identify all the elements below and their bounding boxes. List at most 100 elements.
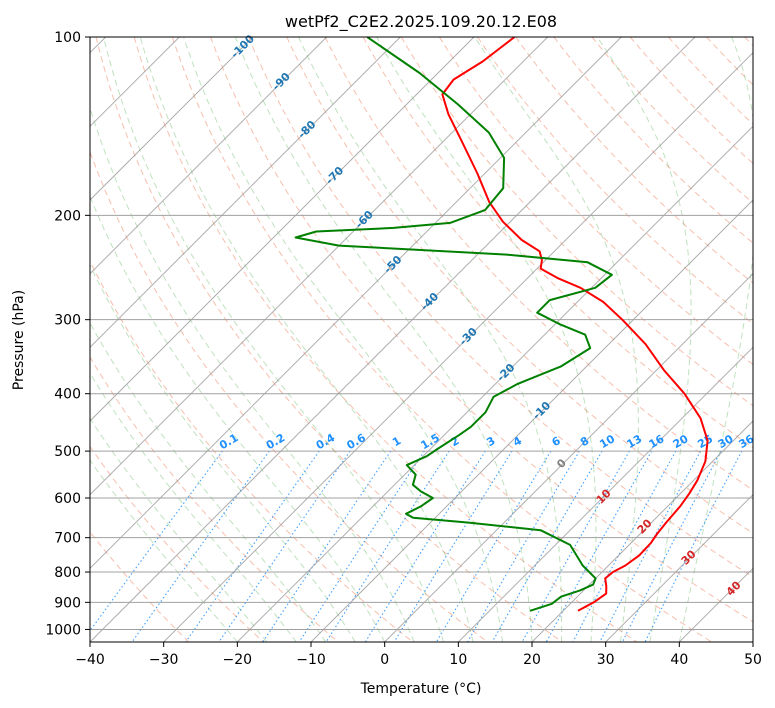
y-tick-label: 200	[54, 208, 81, 224]
isotherm-label: -20	[494, 361, 517, 384]
isotherm-line	[236, 125, 753, 642]
y-tick-label: 1000	[45, 622, 81, 638]
isotherm-line	[90, 37, 622, 570]
dry-adiabat-line	[477, 37, 753, 325]
dry-adiabat-line	[744, 37, 753, 47]
y-tick-label: 800	[54, 565, 81, 581]
x-tick-label: 10	[449, 652, 467, 668]
temperature-line	[441, 37, 709, 612]
dry-adiabat-line	[95, 37, 563, 642]
x-tick-label: 50	[744, 652, 762, 668]
dry-adiabat-line	[90, 150, 488, 642]
dewpoint-line	[294, 37, 613, 612]
plot-frame	[89, 36, 754, 643]
y-tick-label: 700	[54, 531, 81, 547]
moist-adiabat-line	[103, 37, 445, 642]
mixing-ratio-line	[185, 450, 320, 642]
mixing-ratio-label: 0.2	[264, 431, 287, 452]
isotherm-line	[310, 199, 753, 642]
chart-title: wetPf2_C2E2.2025.109.20.12.E08	[285, 12, 557, 32]
x-tick-label: −10	[296, 652, 326, 668]
dry-adiabat-line	[90, 356, 339, 642]
dry-adiabat-line	[248, 37, 753, 578]
dry-adiabat-line	[591, 37, 753, 204]
mixing-ratio-line	[218, 450, 351, 642]
mixing-ratio-line	[298, 450, 425, 642]
isotherm-line	[90, 37, 696, 642]
mixing-ratio-label: 0.6	[344, 431, 368, 452]
mixing-ratio-label: 4	[511, 434, 524, 449]
background-lines-layer	[90, 37, 753, 642]
dry-adiabat-line	[438, 37, 753, 366]
mixing-ratio-line	[572, 450, 677, 642]
tick-layer: −40 −30 −20 −10 0 10 20 30 40 5010020030040050060…	[45, 30, 762, 668]
dry-adiabat-label: 20	[635, 516, 655, 536]
x-tick-label: 40	[670, 652, 688, 668]
dry-adiabat-line	[90, 259, 414, 642]
mixing-ratio-label: 1	[390, 434, 403, 449]
moist-adiabat-line	[90, 264, 356, 642]
isotherm-line	[752, 641, 753, 642]
dry-adiabat-line	[210, 37, 753, 623]
y-tick-label: 500	[54, 444, 81, 460]
dry-adiabat-label: 40	[724, 578, 744, 598]
dry-adiabat-line	[90, 445, 264, 642]
mixing-ratio-line	[467, 450, 580, 642]
isotherm-line	[90, 37, 401, 349]
isotherm-line	[384, 272, 753, 642]
isotherm-line	[163, 51, 753, 642]
mixing-ratio-label: 10	[597, 432, 617, 451]
mixing-ratio-line	[545, 450, 653, 642]
y-tick-label: 100	[54, 30, 81, 46]
isotherm-line	[90, 37, 549, 496]
moist-adiabat-line	[183, 37, 503, 642]
mixing-ratio-label: 0.1	[217, 431, 240, 452]
moist-adiabat-label: 0	[554, 456, 569, 471]
mixing-ratio-label: 30	[716, 432, 736, 451]
dry-adiabat-line	[90, 531, 190, 642]
mixing-ratio-line	[131, 450, 270, 642]
moist-adiabat-line	[90, 417, 268, 642]
isotherm-label: -50	[381, 253, 404, 276]
mixing-ratio-line	[90, 450, 223, 632]
mixing-ratio-label: 3	[484, 434, 497, 449]
dry-adiabat-line	[706, 37, 753, 86]
x-tick-label: −20	[223, 652, 253, 668]
mixing-ratio-line	[364, 450, 486, 642]
mixing-ratio-line	[599, 450, 701, 642]
moist-adiabat-line	[90, 459, 238, 642]
moist-adiabat-line	[298, 37, 563, 642]
x-axis-label: Temperature (°C)	[360, 681, 482, 697]
moist-adiabat-line	[139, 37, 474, 642]
x-tick-label: 30	[597, 652, 615, 668]
isotherm-line	[605, 493, 753, 642]
moist-adiabat-line	[90, 321, 327, 642]
x-tick-label: −30	[149, 652, 179, 668]
moist-adiabat-line	[678, 37, 753, 642]
y-tick-label: 300	[54, 313, 81, 329]
moist-adiabat-line	[90, 372, 297, 642]
y-tick-label: 900	[54, 595, 81, 611]
mixing-ratio-label: 6	[550, 434, 563, 449]
mixing-ratio-label: 13	[625, 432, 645, 451]
y-tick-label: 400	[54, 387, 81, 403]
isotherm-line	[90, 37, 475, 422]
y-axis-label: Pressure (hPa)	[11, 290, 27, 390]
moist-adiabat-line	[474, 37, 639, 642]
isotherm-line	[678, 567, 753, 642]
dry-adiabat-label: 30	[679, 547, 699, 567]
mixing-ratio-label: 20	[671, 432, 691, 451]
moist-adiabat-line	[90, 195, 386, 642]
isotherm-line	[90, 37, 328, 275]
mixing-ratio-line	[644, 450, 743, 642]
mixing-ratio-line	[621, 450, 722, 642]
dry-adiabat-line	[324, 37, 753, 491]
isotherm-line	[90, 37, 254, 201]
dry-adiabat-line	[668, 37, 753, 125]
dry-adiabat-line	[133, 37, 638, 642]
mixing-ratio-label: 0.4	[314, 431, 338, 452]
moist-adiabat-line	[596, 37, 692, 642]
isotherm-line	[457, 346, 753, 642]
x-tick-label: 20	[523, 652, 541, 668]
